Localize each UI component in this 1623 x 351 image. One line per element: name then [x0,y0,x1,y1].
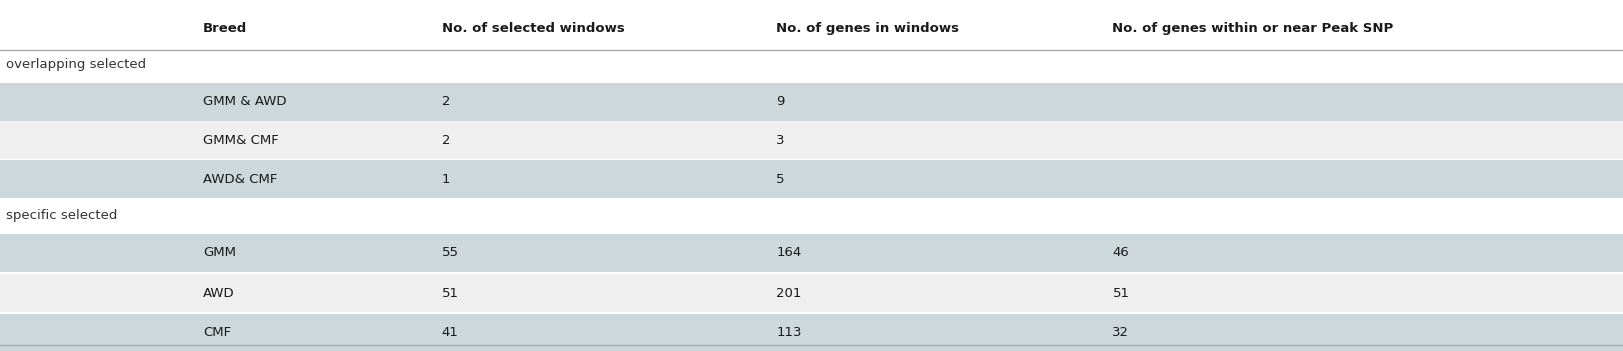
Bar [0,160,1623,198]
Text: 9: 9 [776,95,784,108]
Text: 51: 51 [441,286,458,300]
Text: AWD: AWD [203,286,234,300]
Text: CMF: CMF [203,326,230,339]
Text: AWD& CMF: AWD& CMF [203,172,278,186]
Bar [0,83,1623,121]
Text: 164: 164 [776,246,802,259]
Text: overlapping selected: overlapping selected [6,58,146,72]
Text: No. of genes within or near Peak SNP: No. of genes within or near Peak SNP [1112,21,1393,35]
Text: 41: 41 [441,326,458,339]
Bar [0,274,1623,312]
Text: 51: 51 [1112,286,1128,300]
Text: 201: 201 [776,286,802,300]
Bar [0,201,1623,231]
Text: 32: 32 [1112,326,1128,339]
Bar [0,50,1623,80]
Text: 46: 46 [1112,246,1128,259]
Text: GMM: GMM [203,246,235,259]
Text: 2: 2 [441,95,450,108]
Bar [0,234,1623,272]
Text: GMM & AWD: GMM & AWD [203,95,286,108]
Text: No. of selected windows: No. of selected windows [441,21,625,35]
Text: 55: 55 [441,246,458,259]
Text: 3: 3 [776,134,784,147]
Text: 113: 113 [776,326,802,339]
Text: Breed: Breed [203,21,247,35]
Text: specific selected: specific selected [6,209,118,223]
Text: 1: 1 [441,172,450,186]
Bar [0,314,1623,351]
Text: 5: 5 [776,172,784,186]
Text: No. of genes in windows: No. of genes in windows [776,21,959,35]
Bar [0,121,1623,159]
Text: GMM& CMF: GMM& CMF [203,134,279,147]
Text: 2: 2 [441,134,450,147]
